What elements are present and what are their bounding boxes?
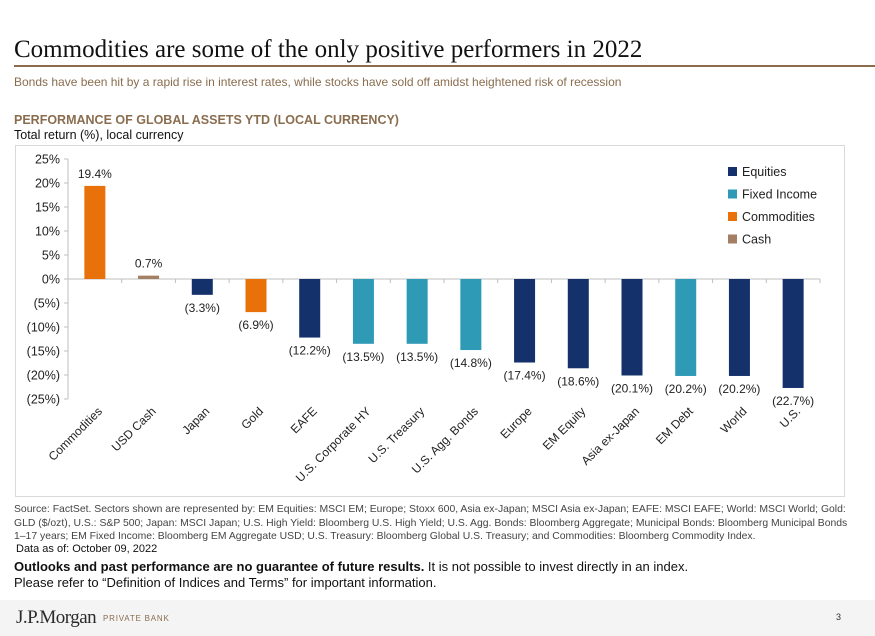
data-label: (20.2%) [665, 382, 707, 396]
footer: J.P.Morgan PRIVATE BANK 3 [0, 600, 875, 636]
bar-5 [352, 279, 374, 344]
disclaimer: Outlooks and past performance are no gua… [14, 559, 688, 591]
category-label: Europe [497, 404, 534, 441]
y-tick-label: 20% [35, 177, 60, 191]
legend-swatch-fixed_income [728, 189, 737, 199]
y-tick-label: (10%) [27, 321, 60, 335]
legend-swatch-cash [728, 234, 737, 244]
bar-8 [514, 279, 536, 363]
legend-label: Equities [742, 165, 786, 179]
legend-swatch-commodities [728, 212, 737, 221]
disclaimer-text: It is not possible to invest directly in… [424, 559, 689, 574]
data-label: (13.5%) [396, 350, 438, 364]
bar-7 [460, 279, 482, 351]
data-label: (17.4%) [504, 369, 546, 383]
bar-0 [84, 185, 106, 279]
bar-4 [299, 279, 321, 338]
y-tick-label: 15% [35, 201, 60, 215]
y-tick-label: (25%) [27, 393, 60, 407]
bar-1 [138, 275, 160, 279]
bar-12 [728, 279, 750, 376]
chart-frame [15, 145, 845, 497]
category-label: Commodities [46, 404, 105, 463]
category-label: EM Debt [653, 404, 696, 447]
bar-9 [567, 279, 589, 369]
legend-label: Cash [742, 233, 771, 247]
category-label: World [718, 404, 750, 436]
category-label: Japan [179, 404, 212, 437]
disclaimer-bold: Outlooks and past performance are no gua… [14, 559, 425, 574]
data-label: (13.5%) [342, 350, 384, 364]
y-tick-label: (5%) [34, 297, 60, 311]
data-label: 0.7% [135, 257, 163, 271]
title-divider [14, 65, 875, 67]
data-label: (22.7%) [772, 394, 814, 408]
bar-10 [621, 279, 643, 376]
page-title: Commodities are some of the only positiv… [14, 36, 643, 63]
bar-2 [191, 279, 213, 295]
disclaimer-line2: Please refer to “Definition of Indices a… [14, 575, 437, 590]
data-label: (6.9%) [238, 318, 273, 332]
legend-label: Commodities [742, 210, 815, 224]
legend-swatch-equities [728, 167, 737, 176]
bar-3 [245, 279, 267, 313]
category-label: USD Cash [109, 404, 159, 454]
data-label: 19.4% [78, 167, 112, 181]
bar-6 [406, 279, 428, 344]
y-tick-label: (20%) [27, 369, 60, 383]
data-label: (18.6%) [557, 374, 599, 388]
chart-heading: PERFORMANCE OF GLOBAL ASSETS YTD (LOCAL … [14, 113, 399, 127]
y-tick-label: 10% [35, 225, 60, 239]
chart-subheading: Total return (%), local currency [14, 128, 184, 142]
data-label: (20.1%) [611, 381, 653, 395]
category-label: Gold [238, 404, 266, 432]
category-label: EAFE [288, 404, 320, 436]
y-tick-label: 5% [42, 249, 60, 263]
legend-label: Fixed Income [742, 188, 817, 202]
bar-13 [782, 279, 804, 388]
category-label: EM Equity [540, 404, 589, 453]
jpmorgan-logo: J.P.Morgan [16, 607, 97, 628]
page-number: 3 [836, 612, 842, 622]
logo-subtitle: PRIVATE BANK [103, 614, 170, 623]
data-label: (20.2%) [718, 382, 760, 396]
data-label: (12.2%) [289, 344, 331, 358]
y-tick-label: (15%) [27, 345, 60, 359]
page-subtitle: Bonds have been hit by a rapid rise in i… [14, 75, 622, 89]
y-tick-label: 0% [42, 273, 60, 287]
y-tick-label: 25% [35, 153, 60, 167]
data-label: (14.8%) [450, 356, 492, 370]
data-label: (3.3%) [185, 301, 220, 315]
data-as-of: Data as of: October 09, 2022 [16, 543, 158, 555]
bar-11 [675, 279, 697, 376]
source-note: Source: FactSet. Sectors shown are repre… [14, 504, 848, 542]
category-label: U.S. [777, 404, 803, 430]
